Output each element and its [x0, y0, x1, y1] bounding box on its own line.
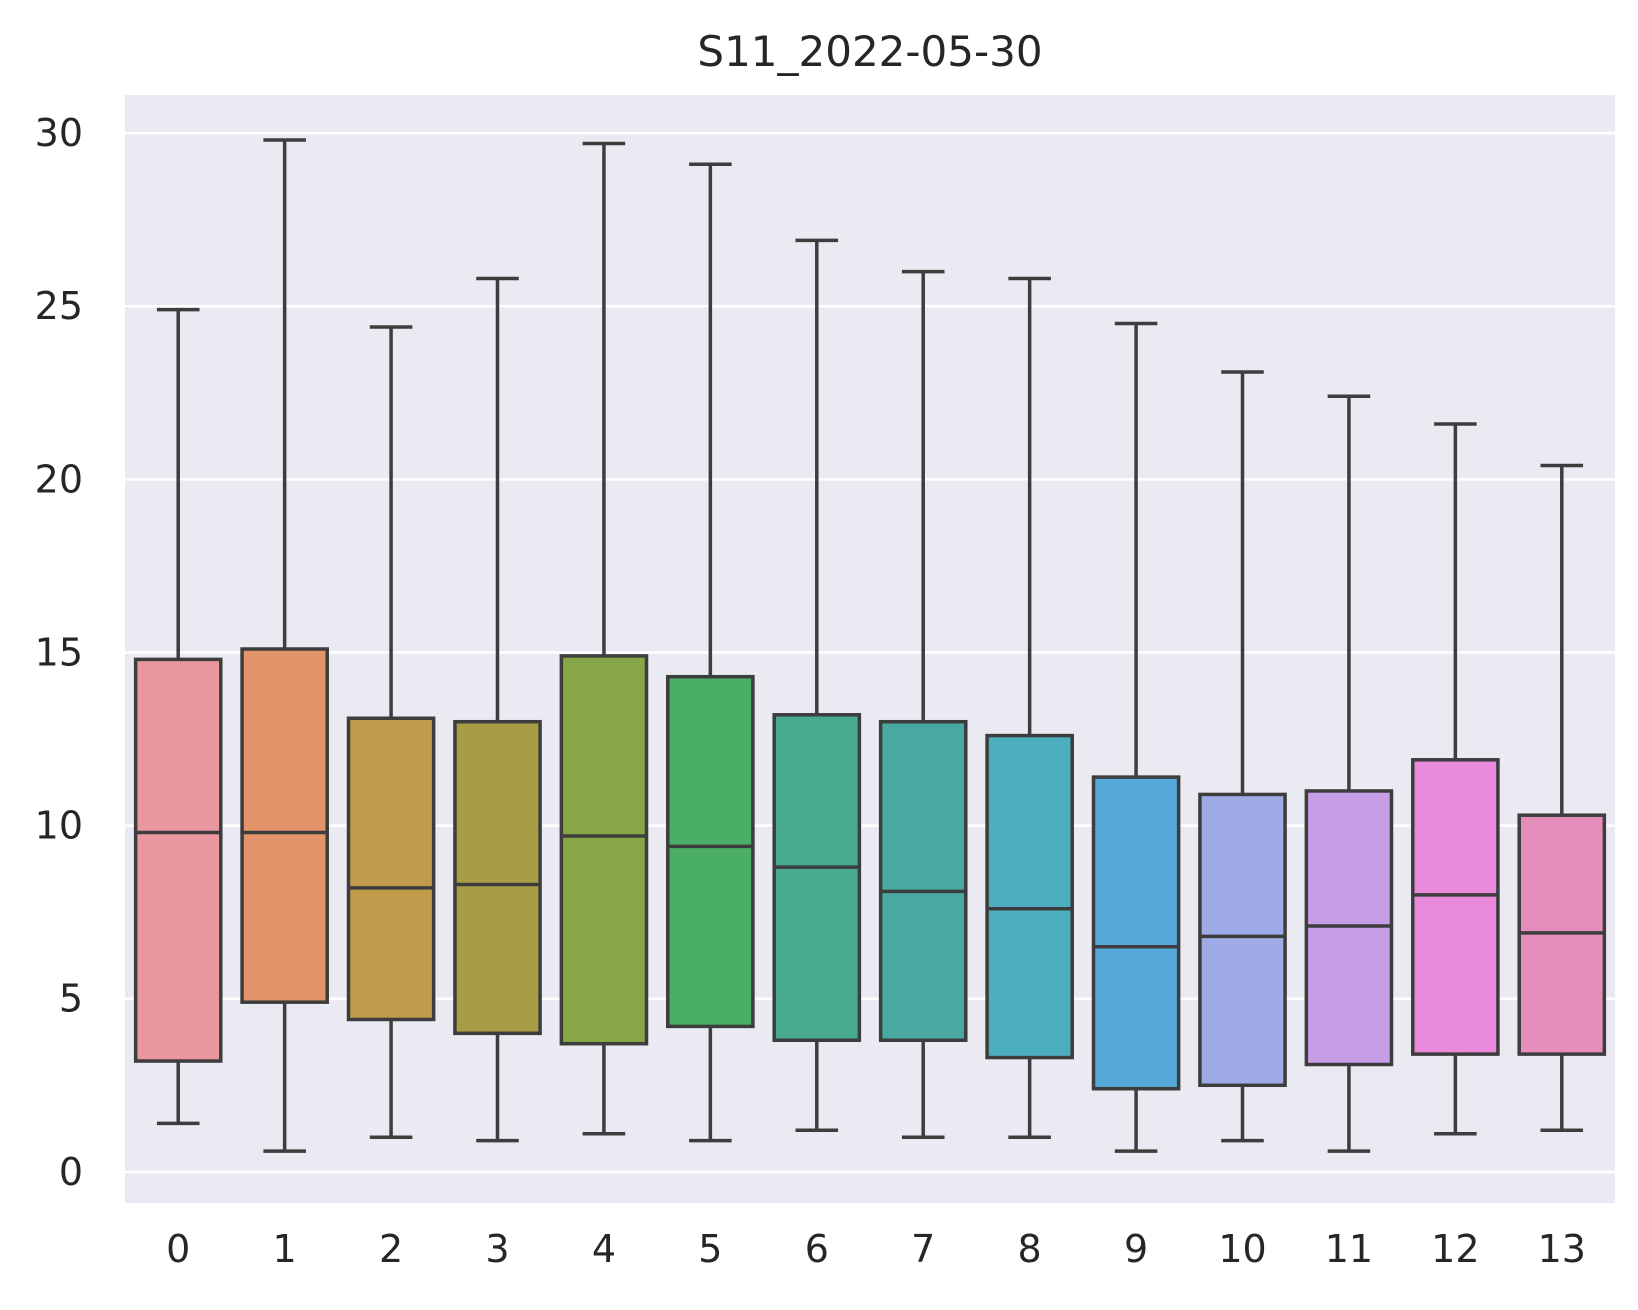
- y-tick-label: 30: [35, 111, 83, 155]
- x-tick-label: 9: [1124, 1227, 1148, 1271]
- box-10: [1198, 370, 1287, 1143]
- box-11: [1304, 394, 1394, 1153]
- iqr-box: [1411, 758, 1500, 1056]
- x-tick-label: 10: [1218, 1227, 1266, 1271]
- boxes-group: [133, 138, 1607, 1153]
- iqr-box: [1198, 792, 1287, 1088]
- iqr-box: [985, 733, 1074, 1060]
- iqr-box: [878, 719, 968, 1043]
- box-13: [1517, 463, 1607, 1133]
- iqr-box: [1091, 775, 1181, 1091]
- x-tick-label: 1: [273, 1227, 297, 1271]
- y-tick-labels: 0 5 10 15 20 25 30: [35, 111, 83, 1194]
- iqr-box: [559, 654, 649, 1046]
- x-tick-label: 13: [1538, 1227, 1586, 1271]
- iqr-box: [346, 716, 436, 1022]
- box-12: [1411, 422, 1500, 1136]
- x-tick-label: 2: [379, 1227, 403, 1271]
- box-3: [453, 276, 542, 1143]
- iqr-box: [133, 657, 223, 1063]
- x-tick-label: 8: [1018, 1227, 1042, 1271]
- x-tick-labels: 0 1 2 3 4 5 6 7 8 9 10 11 12 13: [166, 1227, 1586, 1271]
- x-tick-label: 3: [485, 1227, 509, 1271]
- x-tick-label: 5: [698, 1227, 722, 1271]
- box-1: [240, 138, 329, 1153]
- chart-title: S11_2022-05-30: [697, 27, 1042, 76]
- y-tick-label: 25: [35, 284, 83, 328]
- y-tick-label: 10: [35, 804, 83, 848]
- box-5: [666, 162, 755, 1143]
- box-9: [1091, 321, 1181, 1153]
- y-tick-label: 15: [35, 630, 83, 674]
- iqr-box: [772, 713, 862, 1043]
- x-tick-label: 6: [805, 1227, 829, 1271]
- iqr-box: [453, 719, 542, 1036]
- y-tick-label: 0: [59, 1150, 83, 1194]
- y-tick-label: 5: [59, 977, 83, 1021]
- iqr-box: [240, 647, 329, 1004]
- x-tick-label: 11: [1325, 1227, 1373, 1271]
- x-tick-label: 0: [166, 1227, 190, 1271]
- box-2: [346, 325, 436, 1139]
- box-7: [878, 269, 968, 1139]
- box-0: [133, 307, 223, 1126]
- iqr-box: [666, 674, 755, 1029]
- x-tick-label: 7: [911, 1227, 935, 1271]
- x-tick-label: 12: [1431, 1227, 1479, 1271]
- box-8: [985, 276, 1074, 1139]
- box-4: [559, 141, 649, 1136]
- x-tick-label: 4: [592, 1227, 616, 1271]
- y-tick-label: 20: [35, 457, 83, 501]
- box-6: [772, 238, 862, 1133]
